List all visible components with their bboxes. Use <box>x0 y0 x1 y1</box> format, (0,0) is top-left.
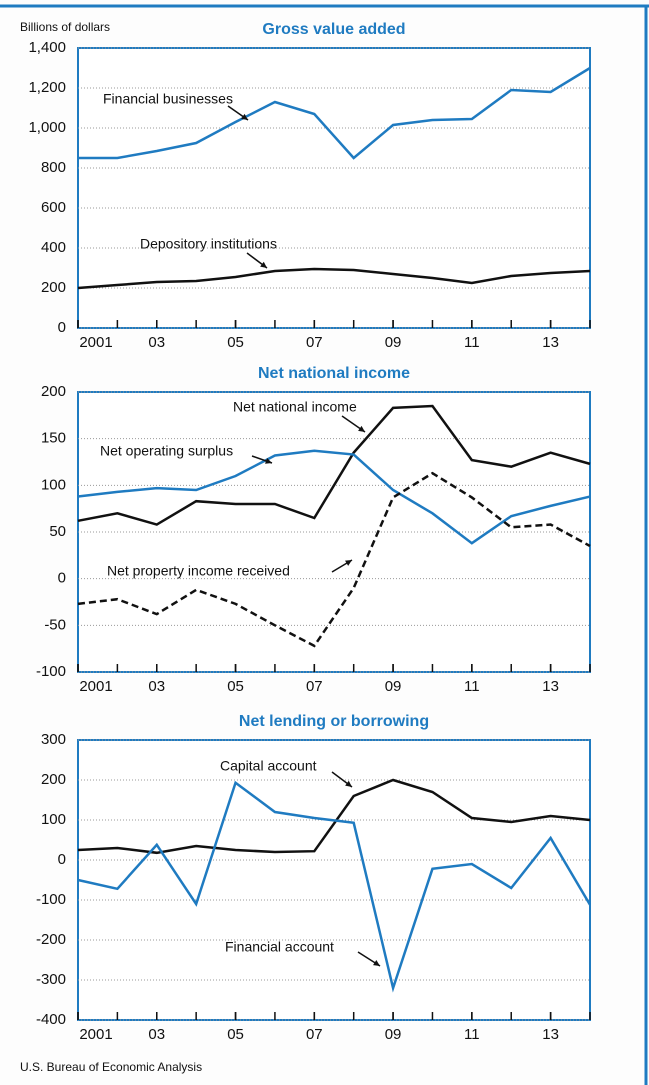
y-tick-label: 0 <box>58 570 66 587</box>
arrow-head <box>358 425 365 432</box>
y-tick-label: 50 <box>49 523 66 540</box>
data-line <box>77 778 591 855</box>
x-tick-label: 03 <box>148 1026 165 1043</box>
y-tick-label: 200 <box>41 383 66 400</box>
y-tick-label: 150 <box>41 430 66 447</box>
x-tick-label: 09 <box>385 334 402 351</box>
y-tick-label: 800 <box>41 159 66 176</box>
y-tick-label: -200 <box>36 931 66 948</box>
source: U.S. Bureau of Economic Analysis <box>20 1060 202 1074</box>
y-tick-label: 200 <box>41 771 66 788</box>
y-tick-label: 100 <box>41 811 66 828</box>
x-tick-label: 13 <box>542 678 559 695</box>
x-tick-label: 05 <box>227 1026 244 1043</box>
x-tick-label: 09 <box>385 1026 402 1043</box>
x-tick-label: 2001 <box>79 678 112 695</box>
x-tick-label: 11 <box>464 678 480 695</box>
y-tick-label: 100 <box>41 476 66 493</box>
x-tick-label: 03 <box>148 678 165 695</box>
y-tick-label: 0 <box>58 851 66 868</box>
data-line <box>77 449 591 545</box>
data-line <box>77 780 592 993</box>
series-label: Depository institutions <box>140 236 277 252</box>
x-tick-label: 13 <box>542 334 559 351</box>
plot-frame <box>77 739 591 1021</box>
x-tick-label: 03 <box>148 334 165 351</box>
panel-title: Net national income <box>258 365 410 382</box>
x-tick-label: 05 <box>227 334 244 351</box>
x-tick-label: 07 <box>306 1026 323 1043</box>
y-tick-label: -50 <box>44 616 66 633</box>
y-tick-label: -400 <box>36 1011 66 1028</box>
arrow-head <box>373 960 380 966</box>
data-line <box>77 267 591 290</box>
x-tick-label: 11 <box>464 1026 480 1043</box>
y-axis-label: Billions of dollars <box>20 20 110 34</box>
y-tick-label: 1,400 <box>28 39 66 56</box>
x-tick-label: 07 <box>306 334 323 351</box>
series-label: Net national income <box>233 399 357 415</box>
data-line <box>77 404 591 526</box>
arrow-head <box>345 780 352 787</box>
x-tick-label: 2001 <box>79 334 112 351</box>
data-line <box>78 66 591 160</box>
series-label: Financial businesses <box>103 91 233 107</box>
x-tick-label: 05 <box>227 678 244 695</box>
x-tick-label: 07 <box>306 678 323 695</box>
x-tick-label: 09 <box>385 678 402 695</box>
arrow-head <box>345 560 352 566</box>
x-tick-label: 11 <box>464 334 480 351</box>
series-label: Net property income received <box>107 563 290 579</box>
y-tick-label: -100 <box>36 663 66 680</box>
panel-title: Net lending or borrowing <box>239 713 429 730</box>
arrow-head <box>241 113 248 120</box>
panel-title: Gross value added <box>262 21 405 38</box>
y-tick-label: 200 <box>41 279 66 296</box>
x-tick-label: 13 <box>542 1026 559 1043</box>
y-tick-label: 600 <box>41 199 66 216</box>
y-tick-label: -300 <box>36 971 66 988</box>
arrow-head <box>260 261 267 268</box>
y-tick-label: 1,000 <box>28 119 66 136</box>
arrow-head <box>265 458 272 464</box>
y-tick-label: 400 <box>41 239 66 256</box>
series-label: Net operating surplus <box>100 443 233 459</box>
series-label: Capital account <box>220 758 317 774</box>
data-line <box>77 471 591 648</box>
y-tick-label: 0 <box>58 319 66 336</box>
x-tick-label: 2001 <box>79 1026 112 1043</box>
y-tick-label: 300 <box>41 731 66 748</box>
y-tick-label: -100 <box>36 891 66 908</box>
series-label: Financial account <box>225 939 334 955</box>
y-tick-label: 1,200 <box>28 79 66 96</box>
